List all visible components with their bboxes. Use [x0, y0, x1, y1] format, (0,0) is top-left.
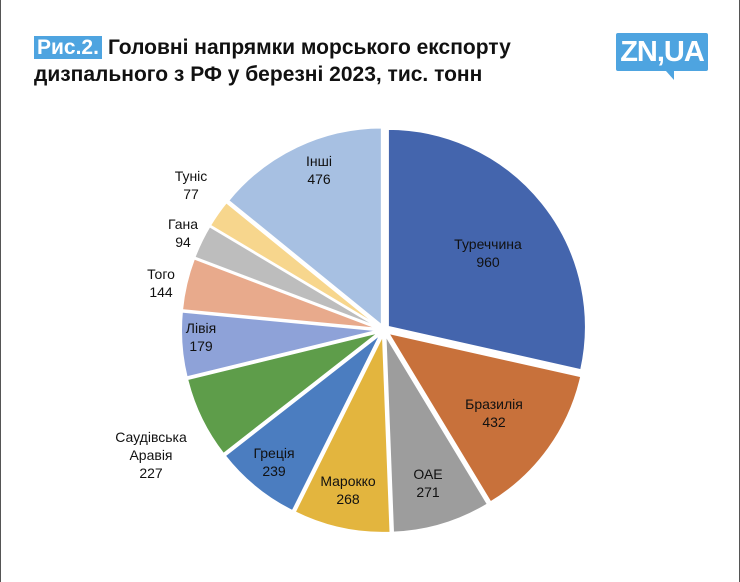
data-label-3: Марокко 268: [320, 473, 376, 507]
pie-slice-3: [293, 334, 392, 534]
data-label-4: Греція 239: [253, 445, 294, 479]
slice-value: 77: [183, 186, 199, 202]
pie-slice-7: [180, 257, 380, 330]
slice-label: ОАЕ: [413, 466, 442, 482]
pie-slice-6: [180, 310, 380, 379]
slice-label: Марокко: [320, 473, 376, 489]
slice-label: Того: [147, 266, 175, 282]
data-label-6: Лівія 179: [186, 320, 216, 354]
slice-label: Аравія: [129, 447, 172, 463]
pie-slice-4: [223, 333, 382, 513]
data-label-9: Туніс 77: [175, 168, 208, 202]
data-label-10: Інші 476: [306, 153, 332, 187]
pie-slice-9: [208, 200, 381, 328]
slice-value: 432: [482, 414, 506, 430]
data-label-8: Гана 94: [168, 216, 198, 250]
slice-value: 476: [307, 171, 331, 187]
pie-slice-0: [386, 127, 587, 372]
slice-value: 271: [416, 484, 440, 500]
data-label-0: Туреччина 960: [454, 236, 522, 270]
title-text: Головні напрямки морського експорту дизпа…: [34, 36, 511, 86]
slice-label: Саудівська: [115, 429, 187, 445]
slice-value: 227: [139, 465, 163, 481]
slice-label: Гана: [168, 216, 198, 232]
figure-label: Рис.2.: [34, 36, 102, 59]
slice-label: Лівія: [186, 320, 216, 336]
slice-label: Греція: [253, 445, 294, 461]
slice-value: 239: [262, 463, 286, 479]
slice-label: Бразилія: [465, 396, 523, 412]
slice-value: 94: [175, 234, 191, 250]
chart-title: Рис.2. Головні напрямки морського експорт…: [34, 34, 511, 88]
slice-label: Туреччина: [454, 236, 522, 252]
slice-value: 144: [149, 284, 173, 300]
slice-value: 179: [189, 338, 213, 354]
data-label-5: Саудівська Аравія 227: [115, 429, 187, 481]
slice-value: 268: [336, 491, 360, 507]
data-label-2: ОАЕ 271: [413, 466, 442, 500]
pie-slice-2: [384, 330, 490, 534]
slice-value: 960: [476, 254, 500, 270]
pie-slice-1: [385, 331, 583, 504]
data-label-7: Того 144: [147, 266, 175, 300]
slice-label: Інші: [306, 153, 332, 169]
pie-slice-10: [226, 126, 383, 328]
pie-slice-5: [185, 331, 381, 456]
data-label-1: Бразилія 432: [465, 396, 523, 430]
slice-label: Туніс: [175, 168, 208, 184]
zn-ua-logo: ZN,UA: [616, 33, 708, 80]
